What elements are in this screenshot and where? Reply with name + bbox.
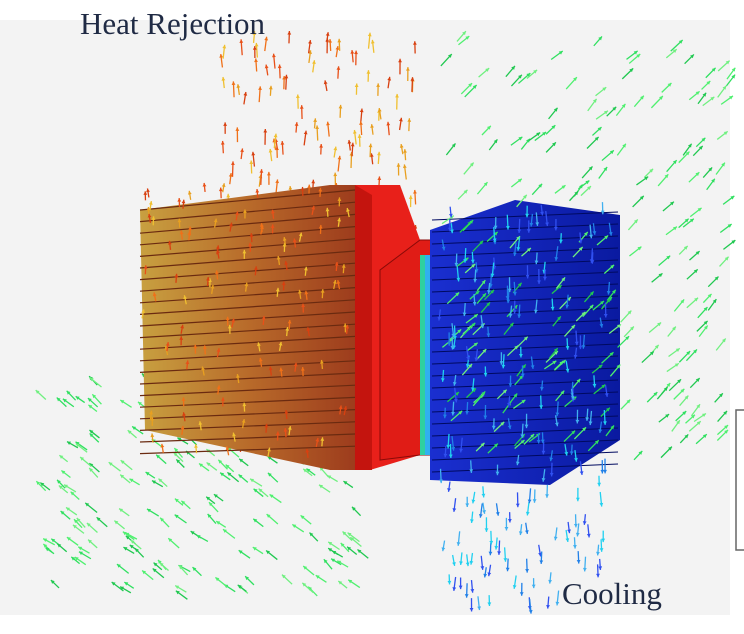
cropped-legend-box — [736, 410, 744, 550]
interface-layer — [420, 255, 425, 455]
hot-heat-sink — [140, 185, 360, 470]
page: {"labels": {"top": "Heat Rejection", "bo… — [0, 0, 744, 634]
interface-layer — [425, 255, 430, 455]
bottom-label: Cooling — [562, 578, 662, 609]
hot-plate-side — [355, 185, 372, 470]
top-label: Heat Rejection — [80, 8, 265, 39]
simulation-image — [0, 0, 744, 634]
